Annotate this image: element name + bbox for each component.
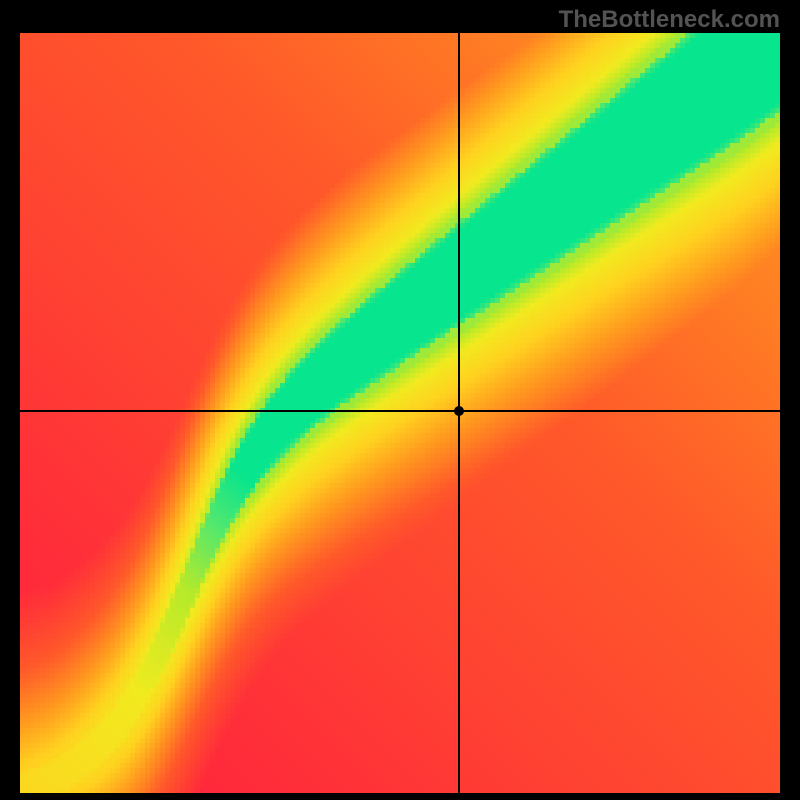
crosshair-horizontal [20, 410, 780, 412]
heatmap-canvas [20, 33, 780, 793]
selection-marker [454, 406, 464, 416]
watermark-label: TheBottleneck.com [559, 6, 780, 34]
heatmap-plot [20, 33, 780, 793]
chart-frame: TheBottleneck.com [0, 0, 800, 800]
